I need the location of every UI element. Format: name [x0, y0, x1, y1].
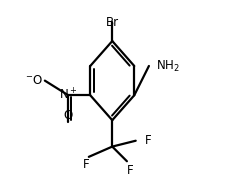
Text: F: F: [82, 158, 89, 171]
Text: F: F: [126, 164, 133, 177]
Text: $^{-}$O: $^{-}$O: [25, 74, 43, 87]
Text: F: F: [144, 134, 151, 147]
Text: Br: Br: [105, 16, 118, 29]
Text: N$^+$: N$^+$: [59, 88, 77, 103]
Text: O: O: [63, 109, 73, 122]
Text: NH$_2$: NH$_2$: [155, 58, 179, 74]
